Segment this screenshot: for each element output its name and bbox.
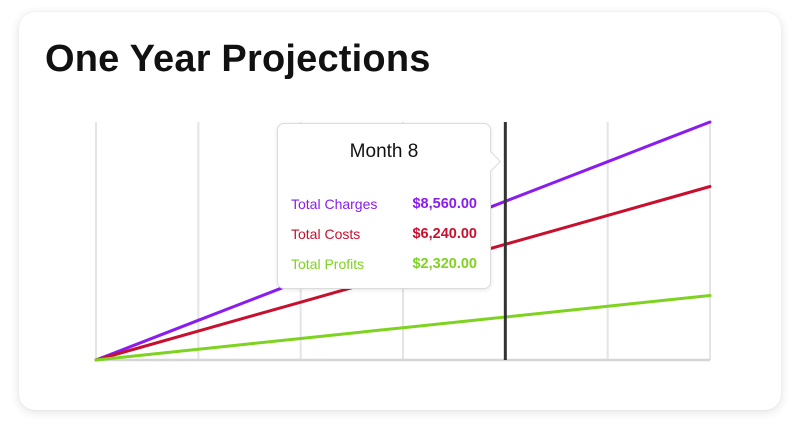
tooltip-label-costs: Total Costs: [291, 226, 361, 242]
data-tooltip: Month 8 Total Charges $8,560.00 Total Co…: [277, 123, 502, 289]
tooltip-row-charges: Total Charges $8,560.00: [291, 194, 477, 214]
chart-title: One Year Projections: [45, 38, 431, 80]
tooltip-value-profits: $2,320.00: [412, 256, 477, 272]
tooltip-title: Month 8: [349, 141, 419, 162]
projections-card: One Year Projections Month 8 Total Charg…: [19, 12, 781, 410]
tooltip-value-costs: $6,240.00: [412, 226, 477, 242]
tooltip-row-costs: Total Costs $6,240.00: [291, 224, 477, 244]
series-line-total-profits: [94, 294, 712, 362]
tooltip-label-profits: Total Profits: [291, 256, 365, 272]
tooltip-row-profits: Total Profits $2,320.00: [291, 254, 477, 274]
tooltip-value-charges: $8,560.00: [412, 196, 477, 212]
tooltip-label-charges: Total Charges: [291, 196, 378, 212]
